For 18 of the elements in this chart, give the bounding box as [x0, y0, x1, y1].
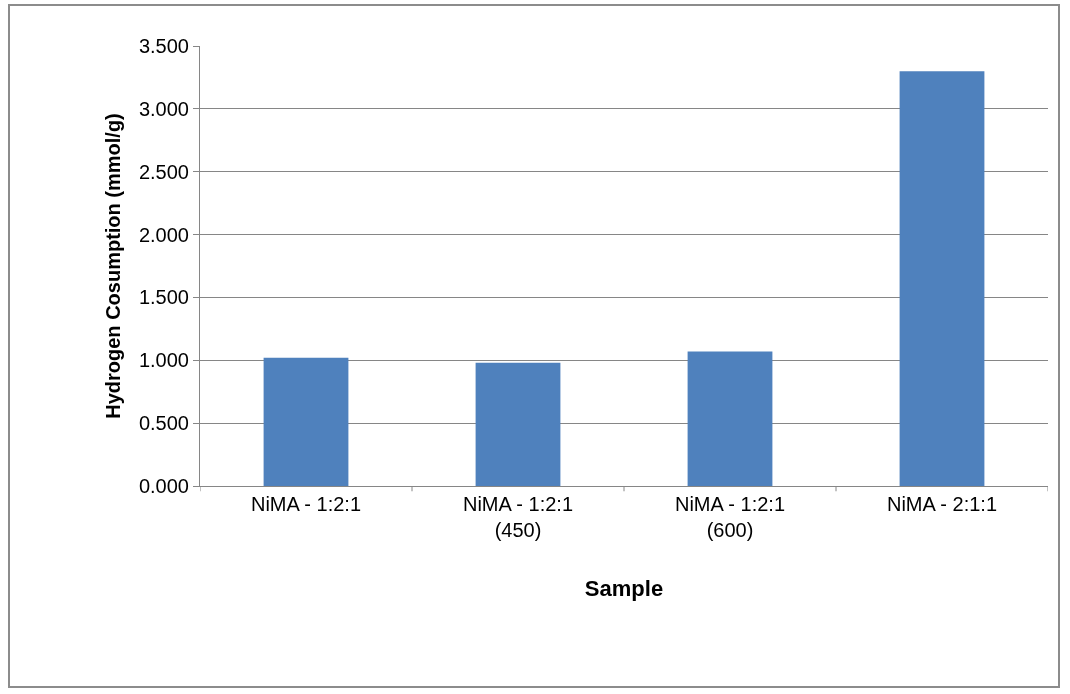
x-tick-label: NiMA - 1:2:1 (450)	[462, 493, 574, 541]
y-tick-label: 3.500	[138, 35, 189, 57]
y-tick-label: 3.000	[138, 97, 189, 120]
bar	[475, 362, 561, 486]
x-tick-label: NiMA - 1:2:1	[250, 493, 362, 515]
y-tick-label: 2.000	[138, 223, 189, 246]
y-tick-label: 1.000	[138, 349, 189, 372]
y-tick-label: 1.500	[138, 286, 189, 309]
bar	[899, 71, 985, 486]
x-axis-title: Sample	[584, 575, 664, 601]
y-tick-label: 2.500	[138, 160, 189, 183]
bar	[263, 357, 349, 486]
x-tick-label: NiMA - 1:2:1 (600)	[674, 493, 786, 541]
y-tick-label: 0.500	[138, 412, 189, 435]
x-tick-label: NiMA - 2:1:1	[886, 493, 998, 515]
y-axis-title: Hydrogen Cosumption (mmol/g)	[102, 113, 125, 419]
y-tick-label: 0.000	[138, 475, 189, 497]
bar	[687, 351, 773, 486]
